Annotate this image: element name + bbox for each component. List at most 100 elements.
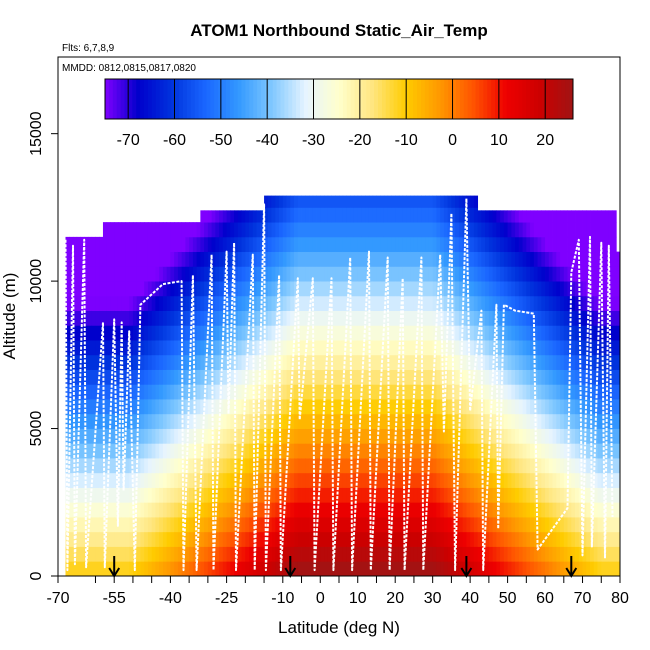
colorbar-segment — [522, 79, 527, 119]
heatmap-cell — [402, 266, 407, 282]
heatmap-cell — [342, 487, 347, 503]
heatmap-cell — [282, 384, 287, 400]
colorbar-segment — [553, 79, 558, 119]
heatmap-cell — [80, 487, 85, 503]
heatmap-cell — [571, 517, 576, 533]
heatmap-cell — [350, 369, 355, 385]
heatmap-cell — [466, 236, 471, 253]
heatmap-cell — [327, 354, 332, 370]
heatmap-cell — [395, 251, 400, 267]
heatmap-cell — [473, 399, 479, 415]
heatmap-cell — [428, 207, 434, 223]
heatmap-cell — [492, 210, 497, 223]
heatmap-cell — [252, 428, 257, 444]
heatmap-cell — [522, 210, 527, 223]
heatmap-cell — [432, 310, 437, 326]
heatmap-cell — [305, 472, 310, 488]
heatmap-cell — [473, 354, 479, 370]
colorbar-segment — [545, 79, 550, 119]
heatmap-cell — [271, 546, 276, 562]
heatmap-cell — [440, 295, 445, 311]
heatmap-cell — [380, 502, 385, 518]
heatmap-cell — [204, 325, 209, 341]
heatmap-cell — [571, 546, 576, 562]
heatmap-cell — [530, 354, 535, 370]
heatmap-cell — [155, 222, 160, 238]
heatmap-cell — [451, 399, 456, 415]
x-tick-label: -40 — [159, 590, 182, 607]
heatmap-cell — [488, 458, 494, 474]
heatmap-cell — [537, 236, 542, 253]
colorbar-segment — [354, 79, 359, 119]
heatmap-cell — [114, 251, 119, 267]
heatmap-cell — [447, 531, 452, 547]
heatmap-cell — [252, 340, 257, 356]
heatmap-cell — [522, 222, 527, 238]
heatmap-cell — [342, 443, 347, 459]
heatmap-cell — [353, 561, 359, 577]
heatmap-cell — [316, 472, 321, 488]
heatmap-cell — [500, 413, 505, 429]
heatmap-cell — [601, 236, 606, 253]
heatmap-cell — [545, 487, 550, 503]
heatmap-cell — [335, 222, 340, 238]
heatmap-cell — [84, 325, 89, 341]
heatmap-cell — [264, 266, 269, 282]
heatmap-cell — [368, 517, 374, 533]
heatmap-cell — [455, 207, 460, 223]
heatmap-cell — [451, 207, 456, 223]
x-tick-label: 70 — [574, 590, 592, 607]
colorbar-segment — [245, 79, 250, 119]
heatmap-cell — [316, 443, 321, 459]
heatmap-cell — [87, 340, 93, 356]
heatmap-cell — [428, 310, 434, 326]
heatmap-cell — [245, 354, 250, 370]
heatmap-cell — [342, 222, 347, 238]
heatmap-cell — [518, 281, 523, 297]
heatmap-cell — [286, 384, 291, 400]
heatmap-cell — [383, 340, 389, 356]
heatmap-cell — [174, 531, 179, 547]
heatmap-cell — [207, 502, 213, 518]
heatmap-cell — [387, 384, 392, 400]
heatmap-cell — [136, 517, 141, 533]
heatmap-cell — [151, 354, 156, 370]
heatmap-cell — [177, 384, 183, 400]
heatmap-cell — [342, 428, 347, 444]
heatmap-cell — [297, 472, 302, 488]
heatmap-cell — [76, 340, 81, 356]
heatmap-cell — [410, 340, 415, 356]
heatmap-cell — [571, 325, 576, 341]
heatmap-cell — [286, 517, 291, 533]
heatmap-cell — [507, 310, 512, 326]
heatmap-cell — [361, 487, 366, 503]
heatmap-cell — [320, 340, 325, 356]
heatmap-cell — [320, 195, 325, 208]
heatmap-cell — [121, 487, 126, 503]
heatmap-cell — [301, 222, 306, 238]
heatmap-cell — [320, 354, 325, 370]
heatmap-cell — [376, 222, 381, 238]
heatmap-cell — [241, 472, 246, 488]
heatmap-cell — [466, 222, 471, 238]
heatmap-cell — [612, 502, 617, 518]
heatmap-cell — [155, 236, 160, 253]
heatmap-cell — [515, 251, 520, 267]
heatmap-cell — [436, 413, 441, 429]
heatmap-cell — [571, 295, 576, 311]
heatmap-cell — [413, 413, 419, 429]
heatmap-cell — [189, 236, 194, 253]
heatmap-cell — [503, 340, 508, 356]
heatmap-cell — [327, 236, 332, 253]
heatmap-cell — [503, 210, 508, 223]
heatmap-cell — [563, 399, 568, 415]
heatmap-cell — [95, 458, 100, 474]
heatmap-cell — [458, 369, 464, 385]
heatmap-cell — [616, 531, 621, 547]
heatmap-cell — [110, 384, 115, 400]
heatmap-cell — [522, 369, 527, 385]
heatmap-cell — [492, 266, 497, 282]
heatmap-cell — [312, 222, 317, 238]
heatmap-cell — [417, 369, 422, 385]
